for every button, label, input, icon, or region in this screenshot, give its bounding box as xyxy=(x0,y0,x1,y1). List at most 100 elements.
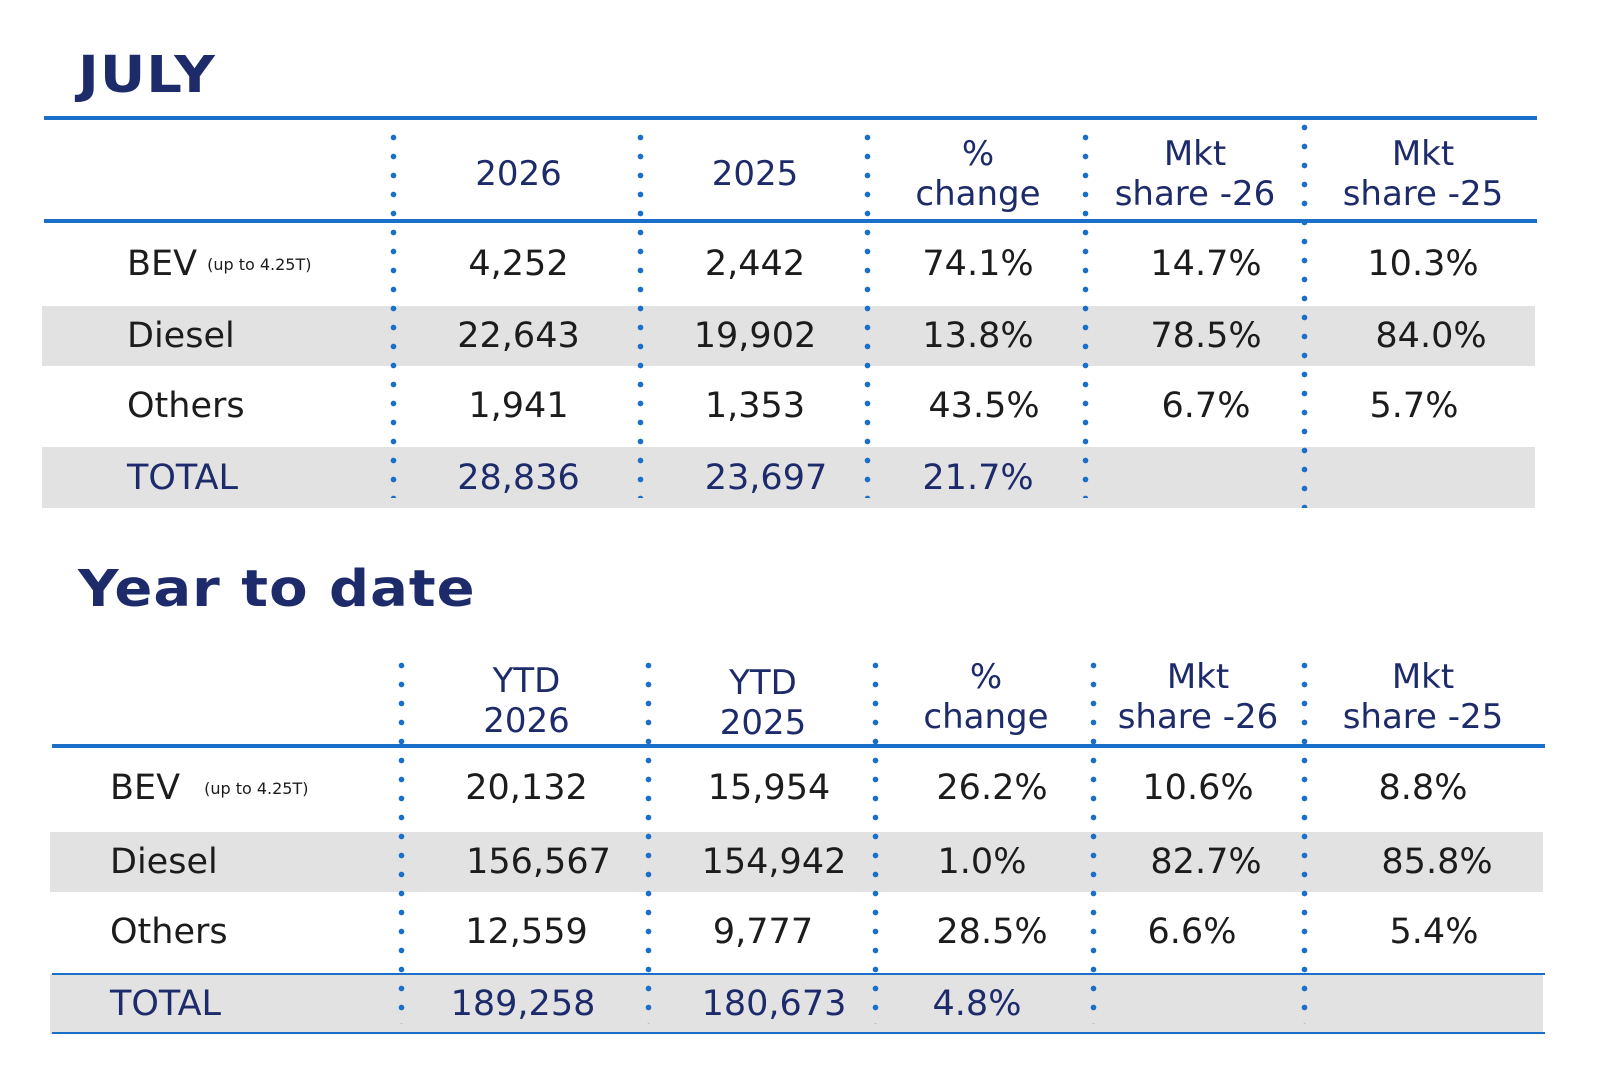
july-header-2026: 2026 xyxy=(400,130,637,218)
value-share-25: 5.7% xyxy=(1369,386,1459,426)
row-label: Diesel xyxy=(127,306,389,366)
ytd-header-mkt-share-25: Mkt share -25 xyxy=(1309,654,1537,740)
header-label: share -26 xyxy=(1117,697,1279,737)
row-label: TOTAL xyxy=(127,447,389,508)
row-label: BEV (up to 4.25T) xyxy=(127,234,389,294)
row-label-text: BEV xyxy=(110,768,181,808)
value-2025: 15,954 xyxy=(707,768,831,808)
header-label: % xyxy=(961,134,995,174)
row-label-text: Others xyxy=(127,386,245,426)
july-top-rule xyxy=(44,116,1537,120)
value-share-25: 8.8% xyxy=(1378,768,1468,808)
july-col-divider xyxy=(864,128,871,498)
value-pct-change: 4.8% xyxy=(932,984,1022,1024)
header-label: Mkt xyxy=(1391,134,1455,174)
ytd-total-band xyxy=(50,974,1543,1034)
header-label: % xyxy=(969,657,1003,697)
ytd-header-2026: YTD 2026 xyxy=(408,658,645,744)
value-pct-change: 74.1% xyxy=(922,244,1034,284)
july-header-pct-change: % change xyxy=(874,130,1082,218)
ytd-title: Year to date xyxy=(78,560,476,619)
header-label: YTD xyxy=(492,661,561,701)
value-2026: 12,559 xyxy=(465,912,588,952)
header-label: 2026 xyxy=(483,701,570,741)
value-2026: 22,643 xyxy=(457,316,580,356)
value-2025: 23,697 xyxy=(704,457,828,498)
value-2026: 1,941 xyxy=(468,386,569,426)
header-label: 2025 xyxy=(719,703,807,743)
header-label: YTD xyxy=(729,663,797,703)
value-pct-change: 26.2% xyxy=(936,768,1048,808)
header-label: share -25 xyxy=(1342,697,1504,737)
july-header-2025: 2025 xyxy=(646,130,864,218)
value-2025: 154,942 xyxy=(701,842,847,882)
header-label: 2026 xyxy=(475,154,562,194)
value-2026: 189,258 xyxy=(450,984,596,1024)
value-2026: 28,836 xyxy=(457,457,580,498)
value-pct-change: 1.0% xyxy=(937,842,1027,882)
value-pct-change: 28.5% xyxy=(936,912,1048,952)
row-label-text: Diesel xyxy=(127,316,235,356)
ytd-col-divider xyxy=(398,656,405,1024)
header-label: share -25 xyxy=(1342,174,1504,214)
july-header-rule xyxy=(44,219,1537,223)
ytd-total-top-rule xyxy=(52,973,1545,975)
header-label: change xyxy=(915,174,1041,214)
value-share-26: 6.7% xyxy=(1161,386,1251,426)
july-header-mkt-share-25: Mkt share -25 xyxy=(1309,130,1537,218)
july-title: JULY xyxy=(78,46,216,105)
ytd-header-2025: YTD 2025 xyxy=(654,660,872,746)
row-label: BEV (up to 4.25T) xyxy=(110,758,395,818)
header-label: Mkt xyxy=(1391,657,1455,697)
value-share-26: 6.6% xyxy=(1147,912,1237,952)
july-col-divider xyxy=(1301,118,1308,508)
value-pct-change: 13.8% xyxy=(922,316,1034,356)
row-label-text: Others xyxy=(110,912,228,952)
july-section: JULY 2026 2025 % change Mkt share -26 Mkt s… xyxy=(0,0,1600,540)
value-pct-change: 43.5% xyxy=(928,386,1040,426)
ytd-header-pct-change: % change xyxy=(882,654,1090,740)
value-share-26: 82.7% xyxy=(1150,842,1262,882)
header-label: Mkt xyxy=(1166,657,1230,697)
value-2025: 2,442 xyxy=(704,244,806,284)
july-col-divider xyxy=(1082,128,1089,498)
header-label: 2025 xyxy=(711,154,799,194)
row-label-text: Diesel xyxy=(110,842,218,882)
ytd-col-divider xyxy=(872,656,879,1024)
row-label: Others xyxy=(127,376,389,436)
row-note: (up to 4.25T) xyxy=(204,778,309,798)
ytd-col-divider xyxy=(1090,656,1097,1024)
row-label: Diesel xyxy=(110,832,395,892)
row-label: TOTAL xyxy=(110,974,395,1034)
row-label-text: TOTAL xyxy=(110,984,222,1024)
row-label-text: BEV xyxy=(127,244,198,284)
value-share-25: 5.4% xyxy=(1389,912,1479,952)
value-2026: 4,252 xyxy=(468,244,569,284)
july-col-divider xyxy=(390,128,397,498)
value-share-26: 78.5% xyxy=(1150,316,1262,356)
row-label: Others xyxy=(110,902,395,962)
value-2026: 156,567 xyxy=(466,842,611,882)
ytd-col-divider xyxy=(645,656,652,1024)
value-pct-change: 21.7% xyxy=(922,457,1034,498)
value-share-26: 10.6% xyxy=(1142,768,1254,808)
row-note: (up to 4.25T) xyxy=(207,254,312,274)
value-share-25: 10.3% xyxy=(1367,244,1479,284)
value-share-26: 14.7% xyxy=(1150,244,1262,284)
value-2025: 180,673 xyxy=(701,984,847,1024)
header-label: Mkt xyxy=(1163,134,1227,174)
header-label: change xyxy=(923,697,1049,737)
value-2025: 1,353 xyxy=(704,386,806,426)
value-2025: 9,777 xyxy=(712,912,814,952)
value-2026: 20,132 xyxy=(465,768,588,808)
ytd-header-mkt-share-26: Mkt share -26 xyxy=(1092,654,1304,740)
value-share-25: 85.8% xyxy=(1381,842,1493,882)
july-col-divider xyxy=(637,128,644,498)
ytd-col-divider xyxy=(1301,656,1308,1024)
ytd-section: Year to date YTD 2026 YTD 2025 % change Mkt… xyxy=(0,540,1600,1084)
july-diesel-band xyxy=(42,306,1535,366)
value-share-25: 84.0% xyxy=(1375,316,1487,356)
ytd-header-rule xyxy=(52,744,1545,748)
row-label-text: TOTAL xyxy=(127,457,239,498)
header-label: share -26 xyxy=(1114,174,1276,214)
